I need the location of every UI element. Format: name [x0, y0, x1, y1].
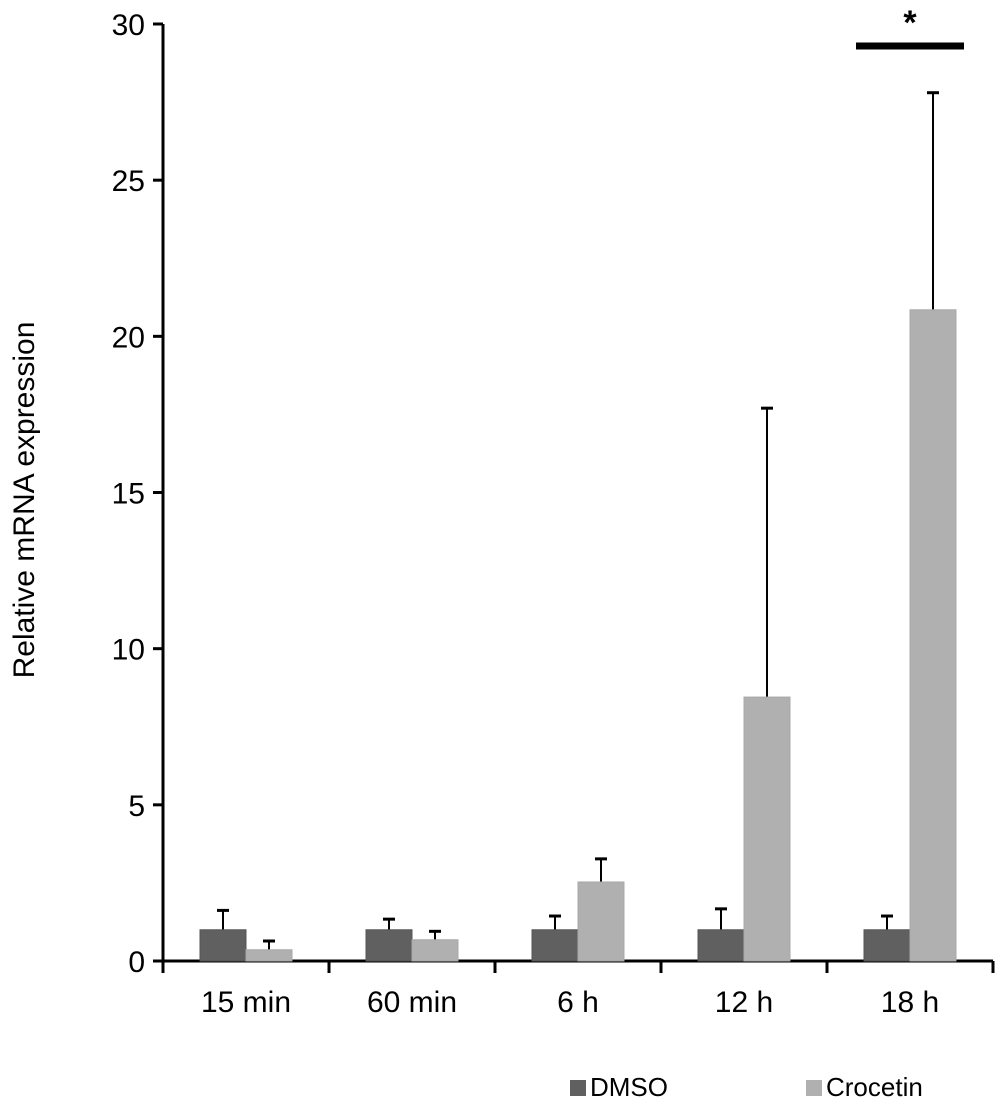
- y-tick-label: 25: [112, 165, 145, 198]
- bar-dmso: [199, 929, 247, 962]
- x-tick-label: 15 min: [201, 986, 291, 1019]
- bar-dmso: [863, 929, 911, 962]
- bar-crocetin: [577, 881, 625, 962]
- bar-crocetin: [743, 696, 791, 962]
- legend-item-crocetin: Crocetin: [806, 1072, 923, 1103]
- x-tick-label: 18 h: [881, 986, 939, 1019]
- x-tick-label: 12 h: [715, 986, 773, 1019]
- bar-crocetin: [245, 949, 293, 962]
- bar-dmso: [697, 929, 745, 962]
- y-axis-label: Relative mRNA expression: [8, 322, 41, 679]
- y-tick-label: 30: [112, 9, 145, 42]
- y-tick-label: 5: [128, 790, 145, 823]
- bar-crocetin: [909, 309, 957, 962]
- y-tick-label: 15: [112, 478, 145, 511]
- bar-dmso: [365, 929, 413, 962]
- x-tick-label: 60 min: [367, 986, 457, 1019]
- legend-swatch-dmso: [570, 1079, 586, 1096]
- significance-asterisk: *: [903, 4, 917, 42]
- bar-crocetin: [411, 939, 459, 962]
- y-tick-label: 0: [128, 946, 145, 979]
- y-tick-label: 10: [112, 634, 145, 667]
- legend-label: Crocetin: [826, 1072, 923, 1102]
- y-tick-label: 20: [112, 321, 145, 354]
- legend-swatch-crocetin: [806, 1079, 822, 1096]
- bar-dmso: [531, 929, 579, 962]
- legend-label: DMSO: [590, 1072, 668, 1102]
- x-tick-label: 6 h: [557, 986, 599, 1019]
- legend-item-dmso: DMSO: [570, 1072, 668, 1103]
